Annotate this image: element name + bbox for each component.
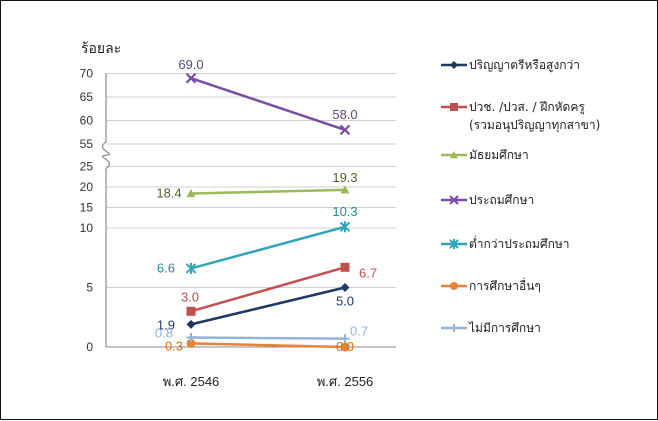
data-label: 0.3 <box>165 338 183 353</box>
data-point-marker <box>186 189 196 198</box>
series-line <box>190 336 346 340</box>
data-point-marker <box>340 283 350 292</box>
y-tick-label: 15 <box>80 201 94 215</box>
data-point-marker <box>449 195 459 205</box>
series-line <box>190 286 346 326</box>
legend-label-line2: (รวมอนุปริญญาทุกสาขา) <box>469 118 600 133</box>
data-point-marker <box>340 342 350 352</box>
data-labels: 1.95.03.06.718.419.369.058.06.610.30.3 0.… <box>155 57 377 354</box>
y-tick-label: 65 <box>80 90 94 104</box>
data-point-marker <box>185 72 197 84</box>
data-point-marker <box>186 332 196 342</box>
series-lines <box>185 72 351 352</box>
data-label: 0.8 <box>155 325 173 340</box>
data-point-marker <box>185 262 197 274</box>
data-label: 6.7 <box>359 265 377 280</box>
data-label: 1.9 <box>157 317 175 332</box>
data-point-marker <box>449 239 459 249</box>
x-category-label: พ.ศ. 2546 <box>163 374 220 389</box>
data-label: 0.0 <box>336 339 354 354</box>
y-axis: 0 5 10 15 20 25 55 60 65 70 <box>80 67 110 354</box>
legend-label: ต่ำกว่าประถมศึกษา <box>469 235 570 251</box>
data-point-marker <box>450 324 458 332</box>
series-line <box>190 77 346 132</box>
data-label: 58.0 <box>332 107 357 122</box>
data-point-marker <box>450 282 458 290</box>
y-tick-label: 60 <box>80 114 94 128</box>
legend-item: ปวช. /ปวส. / ฝึกหัดครู (รวมอนุปริญญาทุกสา… <box>441 100 600 133</box>
y-tick-label: 20 <box>80 180 94 194</box>
y-tick-label: 5 <box>86 281 93 295</box>
legend-item: มัธยมศึกษา <box>441 148 529 162</box>
legend-item: ไม่มีการศึกษา <box>441 321 541 335</box>
legend-label: ปริญญาตรีหรือสูงกว่า <box>469 58 580 73</box>
legend-label: มัธยมศึกษา <box>469 148 529 162</box>
data-point-marker <box>339 221 351 233</box>
series-line <box>190 225 346 270</box>
x-axis-categories: พ.ศ. 2546 พ.ศ. 2556 <box>163 374 374 389</box>
legend-label: ประถมศึกษา <box>469 193 534 207</box>
data-point-marker <box>339 124 351 136</box>
y-tick-label: 0 <box>86 340 93 354</box>
series-line <box>190 342 346 349</box>
data-point-marker <box>450 61 458 69</box>
legend-label: การศึกษาอื่นๆ <box>469 277 541 293</box>
series-line <box>190 188 346 195</box>
y-axis-line <box>102 73 110 347</box>
data-point-marker <box>186 306 196 316</box>
y-tick-label: 10 <box>80 221 94 235</box>
legend-item: ประถมศึกษา <box>441 193 534 207</box>
y-tick-label: 70 <box>80 67 94 81</box>
series-line <box>190 266 346 313</box>
y-tick-label: 55 <box>80 137 94 151</box>
legend-item: ปริญญาตรีหรือสูงกว่า <box>441 58 580 73</box>
data-label: 3.0 <box>181 289 199 304</box>
y-tick-label: 25 <box>80 160 94 174</box>
data-point-marker <box>340 262 350 272</box>
data-point-marker <box>340 185 350 194</box>
data-label: 18.4 <box>156 186 181 201</box>
data-point-marker <box>340 334 350 344</box>
x-category-label: พ.ศ. 2556 <box>317 374 374 389</box>
data-point-marker <box>186 338 196 348</box>
data-point-marker <box>186 319 196 329</box>
legend-label: ไม่มีการศึกษา <box>468 321 541 335</box>
data-label: 19.3 <box>332 170 357 185</box>
data-point-marker <box>450 151 458 159</box>
legend-label: ปวช. /ปวส. / ฝึกหัดครู <box>469 100 585 115</box>
data-label: 5.0 <box>336 294 354 309</box>
data-label: 69.0 <box>178 57 203 72</box>
data-label: 0.7 <box>350 324 368 339</box>
data-point-marker <box>450 103 458 111</box>
y-axis-unit-label: ร้อยละ <box>81 40 121 56</box>
data-label: 6.6 <box>157 260 175 275</box>
legend-item: ต่ำกว่าประถมศึกษา <box>441 235 570 251</box>
data-label: 10.3 <box>332 204 357 219</box>
legend-item: การศึกษาอื่นๆ <box>441 277 541 293</box>
